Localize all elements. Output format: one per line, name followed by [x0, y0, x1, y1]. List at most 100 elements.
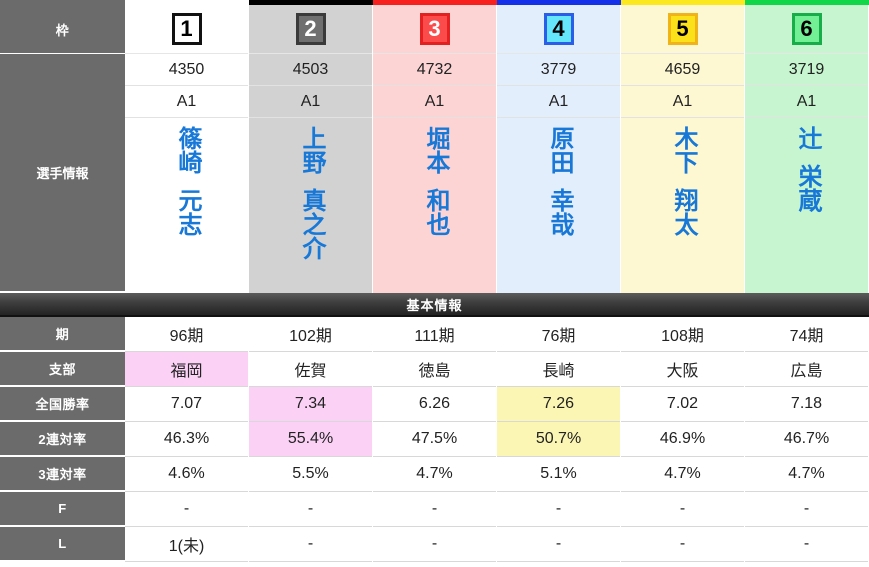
basic-info-cell: 7.07 [125, 387, 248, 422]
basic-info-col-2: - [249, 492, 373, 527]
basic-info-row-label: L [0, 527, 125, 562]
basic-info-col-5: 46.9% [621, 422, 745, 457]
racer-name-1[interactable]: 篠崎 元志 [125, 118, 248, 293]
frame-cell-3: 3 [373, 5, 497, 54]
basic-info-cell: - [373, 527, 496, 562]
basic-info-cell: 50.7% [497, 422, 620, 457]
basic-info-cell: 7.34 [249, 387, 372, 422]
basic-info-row-label: 2連対率 [0, 422, 125, 457]
lane-strip-6 [745, 0, 869, 5]
basic-info-col-4: 50.7% [497, 422, 621, 457]
racer-family-name-2: 上野 [297, 126, 325, 174]
basic-info-col-1: 4.6% [125, 457, 249, 492]
basic-info-cell: 55.4% [249, 422, 372, 457]
basic-info-row: 期 96期 102期 111期 76期 108期 74期 [0, 317, 869, 352]
basic-info-col-3: 4.7% [373, 457, 497, 492]
racer-cell-6[interactable]: 3719 A1 辻 栄蔵 [745, 54, 869, 293]
lane-badge-6[interactable]: 6 [791, 13, 822, 45]
basic-info-col-6: - [745, 527, 869, 562]
frame-number-row: 枠 1 2 3 4 5 6 [0, 5, 869, 54]
racer-name-2[interactable]: 上野 真之介 [249, 118, 372, 293]
basic-info-cell: 福岡 [125, 352, 248, 387]
basic-info-col-1: 46.3% [125, 422, 249, 457]
basic-info-col-6: 広島 [745, 352, 869, 387]
basic-info-cell: 46.3% [125, 422, 248, 457]
racer-name-4[interactable]: 原田 幸哉 [497, 118, 620, 293]
racer-grade-6: A1 [745, 86, 868, 118]
lane-strip-3 [373, 0, 497, 5]
racer-name-3[interactable]: 堀本 和也 [373, 118, 496, 293]
basic-info-row-label: 期 [0, 317, 125, 352]
lane-badge-4[interactable]: 4 [543, 13, 574, 45]
basic-info-col-2: 佐賀 [249, 352, 373, 387]
basic-info-row: F------ [0, 492, 869, 527]
racer-cell-1[interactable]: 4350 A1 篠崎 元志 [125, 54, 249, 293]
racer-info-row: 選手情報 4350 A1 篠崎 元志 4503 A1 上野 真之介 4732 A… [0, 54, 869, 293]
racer-family-name-1: 篠崎 [173, 126, 201, 174]
lane-badge-3[interactable]: 3 [419, 13, 450, 45]
basic-info-col-5: 4.7% [621, 457, 745, 492]
racer-reg-no-2: 4503 [249, 54, 372, 86]
racer-reg-no-4: 3779 [497, 54, 620, 86]
basic-info-cell: 76期 [497, 317, 620, 352]
basic-info-section-header: 基本情報 [0, 293, 869, 315]
basic-info-col-4: 5.1% [497, 457, 621, 492]
basic-info-cell: 6.26 [373, 387, 496, 422]
basic-info-row: 支部 福岡 佐賀 徳島 長崎 大阪 広島 [0, 352, 869, 387]
basic-info-row: 全国勝率 7.07 7.34 6.26 7.26 7.02 7.18 [0, 387, 869, 422]
basic-info-col-1: 1(未) [125, 527, 249, 562]
racer-info-label: 選手情報 [0, 54, 125, 293]
strip-label-spacer [0, 0, 125, 5]
basic-info-cell: 108期 [621, 317, 744, 352]
racer-name-5[interactable]: 木下 翔太 [621, 118, 744, 293]
lane-strip-1 [125, 0, 249, 5]
racer-cell-4[interactable]: 3779 A1 原田 幸哉 [497, 54, 621, 293]
basic-info-row-label: F [0, 492, 125, 527]
racer-cell-5[interactable]: 4659 A1 木下 翔太 [621, 54, 745, 293]
lane-badge-5[interactable]: 5 [667, 13, 698, 45]
racer-given-name-4: 幸哉 [545, 188, 573, 236]
basic-info-col-1: 福岡 [125, 352, 249, 387]
basic-info-col-3: - [373, 492, 497, 527]
basic-info-row: 3連対率 4.6% 5.5% 4.7% 5.1% 4.7% 4.7% [0, 457, 869, 492]
racer-family-name-3: 堀本 [421, 126, 449, 174]
racer-given-name-2: 真之介 [297, 188, 325, 260]
basic-info-cell: 7.02 [621, 387, 744, 422]
lane-color-strip-row [0, 0, 869, 5]
lane-badge-1[interactable]: 1 [171, 13, 202, 45]
basic-info-col-5: - [621, 527, 745, 562]
basic-info-col-1: - [125, 492, 249, 527]
basic-info-col-5: - [621, 492, 745, 527]
racer-family-name-5: 木下 [669, 126, 697, 174]
basic-info-col-4: 7.26 [497, 387, 621, 422]
basic-info-cell: 111期 [373, 317, 496, 352]
frame-cell-6: 6 [745, 5, 869, 54]
basic-info-col-5: 108期 [621, 317, 745, 352]
basic-info-col-4: - [497, 527, 621, 562]
basic-info-col-3: 111期 [373, 317, 497, 352]
basic-info-cell: - [621, 527, 744, 562]
racer-family-name-6: 辻 [793, 126, 821, 150]
lane-strip-2 [249, 0, 373, 5]
basic-info-cell: 大阪 [621, 352, 744, 387]
basic-info-col-6: 74期 [745, 317, 869, 352]
lane-strip-4 [497, 0, 621, 5]
basic-info-col-5: 大阪 [621, 352, 745, 387]
racer-cell-3[interactable]: 4732 A1 堀本 和也 [373, 54, 497, 293]
lane-badge-2[interactable]: 2 [295, 13, 326, 45]
basic-info-cell: 広島 [745, 352, 868, 387]
basic-info-col-2: 7.34 [249, 387, 373, 422]
racer-family-name-4: 原田 [545, 126, 573, 174]
basic-info-cell: 4.7% [621, 457, 744, 492]
basic-info-row: 2連対率 46.3% 55.4% 47.5% 50.7% 46.9% 46.7% [0, 422, 869, 457]
basic-info-cell: - [745, 527, 868, 562]
racer-cell-2[interactable]: 4503 A1 上野 真之介 [249, 54, 373, 293]
basic-info-cell: 96期 [125, 317, 248, 352]
basic-info-cell: - [497, 527, 620, 562]
racer-name-6[interactable]: 辻 栄蔵 [745, 118, 868, 293]
basic-info-col-4: 76期 [497, 317, 621, 352]
basic-info-col-1: 7.07 [125, 387, 249, 422]
basic-info-col-3: - [373, 527, 497, 562]
basic-info-cell: 4.7% [745, 457, 868, 492]
